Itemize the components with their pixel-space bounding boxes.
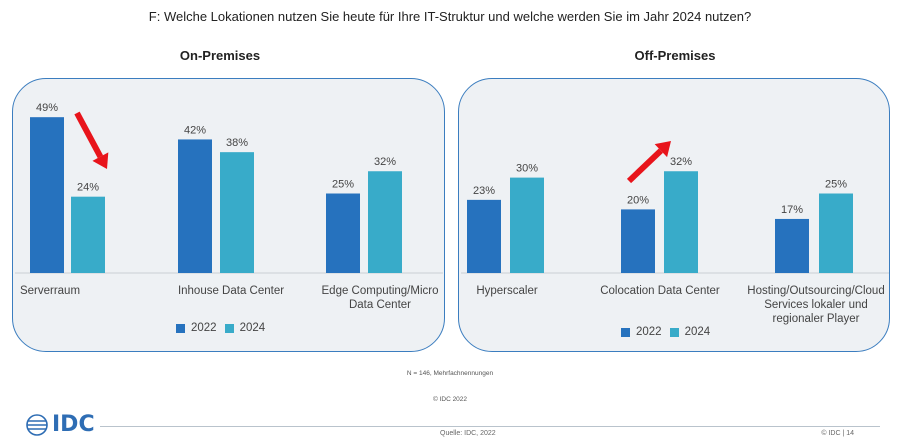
category-label: Data Center bbox=[349, 299, 411, 311]
bar-2024-3 bbox=[368, 171, 402, 273]
value-label: 42% bbox=[184, 124, 206, 136]
legend-label-2022: 2022 bbox=[636, 326, 662, 338]
section-title-off-premises: Off-Premises bbox=[634, 48, 716, 63]
on-premises-chart: 49% 42% 25% 24% 38% 32% Serverraum Inhouse Data… bbox=[15, 102, 443, 311]
section-title-on-premises: On-Premises bbox=[179, 48, 261, 63]
footer-divider bbox=[100, 426, 880, 427]
category-label: Inhouse Data Center bbox=[178, 285, 284, 297]
copyright-note: © IDC 2022 bbox=[432, 396, 468, 403]
on-premises-chart-panel: 49% 42% 25% 24% 38% 32% Serverraum Inhouse Data… bbox=[12, 78, 445, 352]
bar-2022-2 bbox=[178, 139, 212, 273]
value-label: 23% bbox=[473, 185, 495, 197]
bar-2022-1 bbox=[467, 199, 501, 273]
bar-2022-1 bbox=[30, 117, 64, 274]
legend-swatch-2024 bbox=[224, 323, 234, 333]
value-label: 38% bbox=[226, 137, 248, 149]
value-label: 20% bbox=[627, 194, 649, 206]
bar-2024-2 bbox=[664, 171, 698, 273]
category-label: Edge Computing/Micro bbox=[322, 285, 439, 297]
category-label: Hosting/Outsourcing/Cloud bbox=[747, 285, 884, 297]
category-label: Hyperscaler bbox=[476, 285, 538, 297]
category-label: Colocation Data Center bbox=[600, 285, 720, 297]
trend-arrow-head bbox=[92, 152, 109, 169]
off-premises-chart: 23% 20% 17% 30% 32% 25% Hyperscaler Colocation … bbox=[461, 141, 889, 325]
logo-text: IDC bbox=[52, 412, 95, 437]
value-label: 30% bbox=[516, 163, 538, 175]
bar-2022-2 bbox=[621, 209, 655, 273]
legend-swatch-2022 bbox=[621, 327, 630, 337]
legend-label-2024: 2024 bbox=[684, 326, 711, 338]
value-label: 17% bbox=[781, 204, 803, 216]
bar-2024-2 bbox=[220, 152, 254, 273]
legend-swatch-2024 bbox=[669, 327, 679, 337]
legend-swatch-2022 bbox=[176, 323, 185, 333]
value-label: 32% bbox=[670, 156, 692, 168]
legend-label-2024: 2024 bbox=[239, 322, 266, 334]
bar-2022-3 bbox=[326, 193, 360, 273]
bar-2024-1 bbox=[510, 177, 544, 273]
question-text: F: Welche Lokationen nutzen Sie heute fü… bbox=[148, 9, 752, 24]
chart-legend: 2022 2024 bbox=[176, 322, 265, 334]
category-label: regionaler Player bbox=[773, 313, 860, 325]
value-label: 24% bbox=[77, 182, 99, 194]
value-label: 25% bbox=[332, 179, 354, 191]
category-label: Serverraum bbox=[20, 285, 80, 297]
trend-arrow-shaft bbox=[74, 111, 104, 159]
value-label: 32% bbox=[374, 156, 396, 168]
bar-2022-3 bbox=[775, 218, 809, 273]
idc-logo: IDC bbox=[26, 412, 95, 437]
globe-icon bbox=[26, 413, 48, 436]
trend-arrow-head bbox=[654, 141, 671, 158]
chart-legend: 2022 2024 bbox=[621, 326, 710, 338]
legend-label-2022: 2022 bbox=[191, 322, 217, 334]
value-label: 49% bbox=[36, 102, 58, 114]
page-number: © IDC | 14 bbox=[821, 430, 854, 437]
bar-2024-1 bbox=[71, 196, 105, 273]
trend-arrow-shaft bbox=[626, 148, 663, 184]
bar-2024-3 bbox=[819, 193, 853, 273]
category-label: Services lokaler und bbox=[764, 299, 868, 311]
source-text: Quelle: IDC, 2022 bbox=[440, 430, 496, 437]
off-premises-chart-panel: 23% 20% 17% 30% 32% 25% Hyperscaler Colocation … bbox=[458, 78, 890, 352]
value-label: 25% bbox=[825, 179, 847, 191]
sample-note: N = 146, Mehrfachnennungen bbox=[406, 370, 494, 377]
